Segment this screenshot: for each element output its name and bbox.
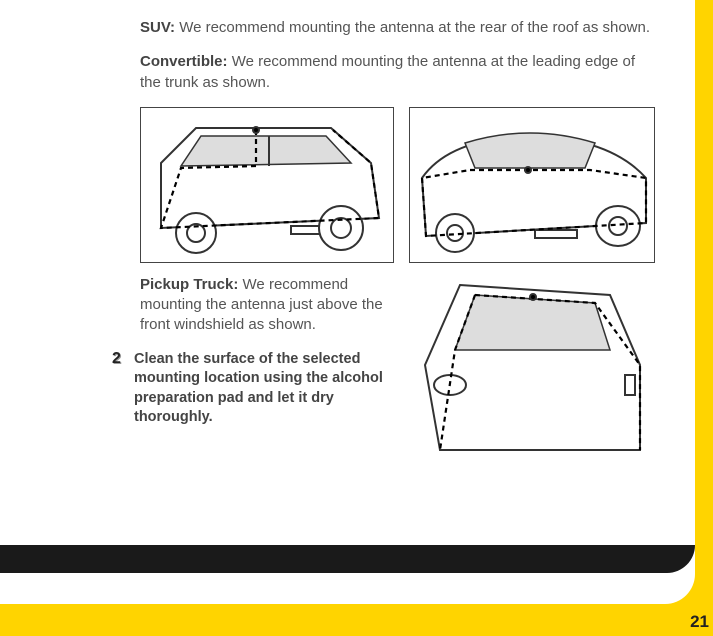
truck-figure <box>405 275 655 465</box>
suv-label: SUV: <box>140 19 175 36</box>
lower-text-column: Pickup Truck: We recommend mounting the … <box>140 275 385 428</box>
convertible-label: Convertible: <box>140 53 228 70</box>
convertible-figure <box>409 107 655 263</box>
step-number: 2 <box>112 350 134 428</box>
figure-row-top <box>140 107 655 263</box>
step-2: 2 Clean the surface of the selected moun… <box>112 350 385 428</box>
truck-paragraph: Pickup Truck: We recommend mounting the … <box>140 275 385 336</box>
suv-text: We recommend mounting the antenna at the… <box>179 19 650 36</box>
truck-label: Pickup Truck: <box>140 276 238 293</box>
page: SUV: We recommend mounting the antenna a… <box>0 0 695 604</box>
lower-row: Pickup Truck: We recommend mounting the … <box>140 275 655 465</box>
page-footer-bar <box>0 545 695 573</box>
step-text: Clean the surface of the selected mounti… <box>134 350 385 428</box>
content-area: SUV: We recommend mounting the antenna a… <box>0 0 695 483</box>
suv-figure <box>140 107 394 263</box>
convertible-paragraph: Convertible: We recommend mounting the a… <box>140 52 655 93</box>
suv-paragraph: SUV: We recommend mounting the antenna a… <box>140 18 655 38</box>
page-number: 21 <box>690 612 709 632</box>
